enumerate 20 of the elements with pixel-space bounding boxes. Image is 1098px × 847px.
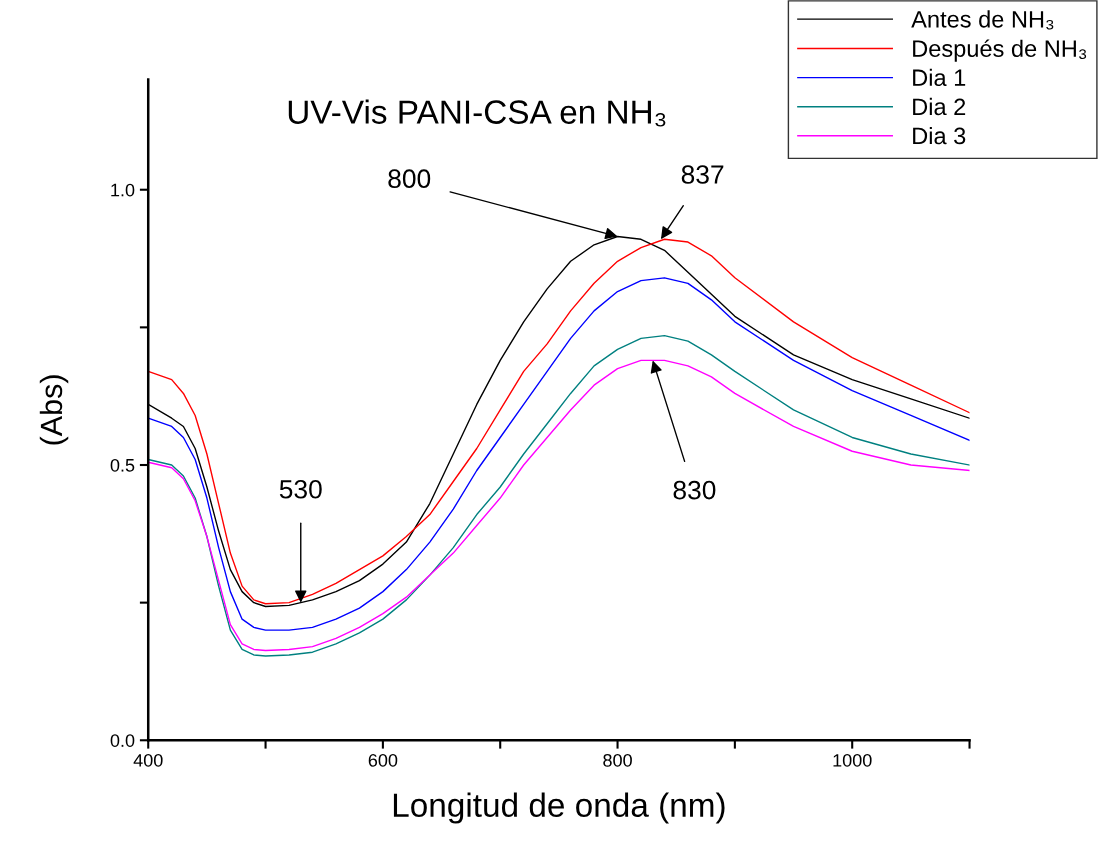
legend-label: Dia 1: [913, 68, 966, 87]
legend-label: Dia 3: [913, 126, 966, 145]
annotation: 830: [673, 480, 716, 500]
x-axis-title: Longitud de onda (nm): [393, 792, 725, 824]
y-tick-label: 0.5: [110, 458, 135, 472]
line-series: [148, 277, 970, 631]
x-tick-label: 400: [133, 753, 163, 767]
y-axis-title: (Abs): [39, 375, 69, 445]
annotation: 530: [279, 479, 322, 499]
x-tick-label: 1000: [833, 753, 872, 767]
y-tick-label: 1.0: [111, 183, 135, 197]
legend-label: Después de NH₃: [913, 39, 1087, 62]
y-tick-label: 0.0: [110, 734, 135, 747]
annotation: 800: [388, 169, 431, 189]
legend-label: Dia 2: [913, 97, 966, 116]
annotation: 837: [681, 165, 724, 184]
legend-label: Antes de NH₃: [911, 10, 1054, 30]
x-tick-label: 600: [368, 753, 398, 767]
x-tick-label: 800: [603, 753, 632, 767]
text: UV-Vis PANI-CSA en NH₃: [288, 99, 666, 127]
